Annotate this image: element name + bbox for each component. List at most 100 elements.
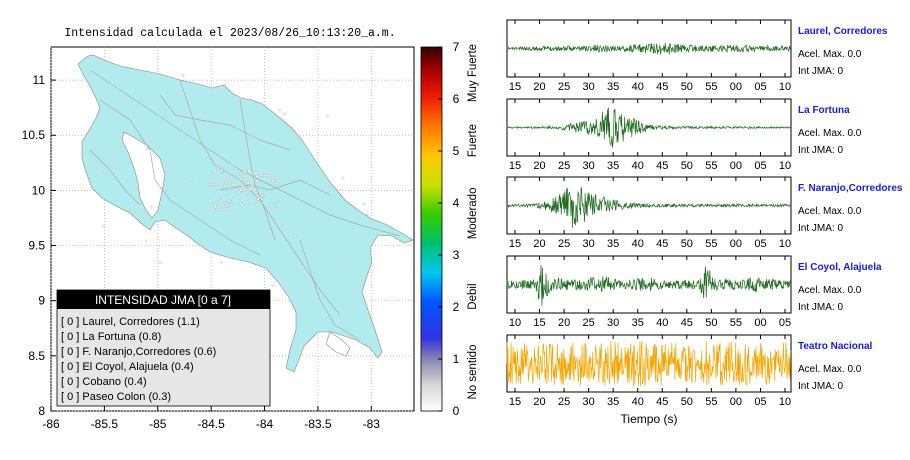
- station-dot: [273, 202, 277, 206]
- station-dot: [214, 205, 218, 209]
- station-dot: [271, 179, 275, 183]
- station-dot: [256, 194, 260, 198]
- station-dot: [226, 177, 230, 181]
- map-x-axis: -86 -85.5 -85 -84.5 -84 -83.5 -83: [42, 406, 380, 431]
- seismogram-tick-label: 50: [681, 396, 693, 408]
- seismogram-tick-label: 35: [632, 317, 644, 329]
- station-accel: Acel. Max. 0.0: [798, 206, 862, 217]
- costa-rica-land: [77, 54, 414, 373]
- station-dot: [214, 169, 218, 173]
- station-dot: [279, 198, 282, 201]
- seismogram-tick-label: 55: [705, 238, 717, 250]
- station-name: Laurel, Corredores: [798, 26, 888, 37]
- seismogram-tick-label: 05: [754, 160, 766, 172]
- station-dot: [101, 224, 105, 228]
- station-jma: Int JMA: 0: [798, 145, 843, 156]
- seismogram-tick-label: 00: [730, 160, 742, 172]
- seismogram-trace: [506, 265, 792, 306]
- station-dot: [227, 199, 231, 203]
- seismogram-tick-label: 10: [509, 317, 521, 329]
- station-dot: [231, 182, 235, 186]
- station-dot: [257, 196, 261, 200]
- station-dot: [249, 187, 253, 191]
- seismogram-tick-label: 35: [607, 396, 619, 408]
- colorbar-tick-label: 7: [453, 40, 460, 54]
- station-dot: [209, 198, 213, 202]
- seismogram-tick-label: 30: [583, 81, 595, 93]
- seismogram-panel: 15 20 25 30 35 40 45 50 55 00 05 10 Teatro Nacional A…: [506, 334, 872, 426]
- colorbar-tick-label: 1: [453, 352, 460, 366]
- station-name: Teatro Nacional: [798, 341, 872, 352]
- station-dot: [145, 147, 149, 151]
- colorbar-tick-label: 5: [453, 144, 460, 158]
- station-dot: [236, 172, 240, 176]
- seismogram-tick-label: 40: [632, 81, 644, 93]
- station-dot: [223, 184, 227, 188]
- station-dot: [217, 200, 221, 204]
- station-dot: [216, 88, 220, 91]
- seismogram-tick-label: 40: [632, 160, 644, 172]
- map-y-tick-label: 11: [33, 73, 46, 87]
- seismogram-tick-label: 50: [705, 317, 717, 329]
- seismogram-tick-label: 30: [583, 160, 595, 172]
- map-y-tick-label: 9: [38, 294, 45, 308]
- station-dot: [145, 239, 148, 243]
- station-dot: [227, 206, 231, 210]
- seismogram-trace: [506, 340, 792, 387]
- seismogram-tick-label: 05: [779, 317, 791, 329]
- legend-header: [57, 290, 270, 309]
- seismogram-tick-label: 25: [558, 160, 570, 172]
- seismogram-tick-label: 35: [607, 238, 619, 250]
- map-x-tick-label: -86: [42, 417, 60, 431]
- legend-item: [ 0 ] El Coyol, Alajuela (0.4): [61, 361, 194, 373]
- station-dot: [303, 272, 307, 275]
- seismogram-tick-label: 25: [558, 396, 570, 408]
- station-dot: [255, 174, 259, 178]
- station-dot: [341, 176, 345, 180]
- station-dot: [260, 194, 264, 198]
- seismogram-panel: 10 15 20 25 30 35 40 45 50 55 00 05 El Coyol, Alajue…: [506, 255, 882, 329]
- map-x-tick-label: -83: [363, 417, 381, 431]
- seismogram-tick-label: 25: [583, 317, 595, 329]
- station-dot: [271, 284, 275, 287]
- station-dot: [149, 205, 153, 209]
- seismogram-frame: [506, 334, 792, 393]
- seismogram-trace: [506, 187, 792, 228]
- station-dot: [241, 178, 245, 181]
- seismogram-tick-label: 10: [779, 160, 791, 172]
- colorbar-tick-label: 4: [453, 196, 460, 210]
- seismogram-tick-label: 30: [607, 317, 619, 329]
- station-dot: [276, 170, 279, 174]
- station-dot: [220, 260, 223, 264]
- colorbar-ticks: 0 1 2 3 4 5 6 7: [438, 40, 460, 418]
- station-dot: [247, 169, 251, 173]
- map-y-tick-label: 8.5: [28, 349, 45, 363]
- seismogram-tick-label: 15: [509, 81, 521, 93]
- seismogram-panel: 15 20 25 30 35 40 45 50 55 00 05 10 Laurel, Corredor…: [506, 19, 888, 93]
- colorbar-tick-label: 6: [453, 92, 460, 106]
- station-dot: [246, 201, 250, 205]
- map-x-tick-label: -84: [256, 417, 274, 431]
- station-dot: [314, 306, 317, 310]
- seismogram-tick-label: 10: [779, 396, 791, 408]
- map-y-tick-label: 10.5: [22, 128, 46, 142]
- seismogram-tick-label: 30: [583, 396, 595, 408]
- road-network: [89, 69, 401, 341]
- colorbar-label: Fuerte: [467, 124, 479, 157]
- station-dot: [234, 184, 237, 187]
- station-dot: [268, 207, 272, 211]
- station-dot: [275, 181, 279, 185]
- map-y-tick-label: 8: [38, 404, 45, 418]
- legend-item: [ 0 ] La Fortuna (0.8): [61, 331, 161, 343]
- colorbar-tick-label: 2: [453, 300, 460, 314]
- station-dot: [261, 171, 265, 175]
- nicoya-gulf: [121, 131, 166, 219]
- station-dot: [108, 164, 111, 168]
- station-dot: [228, 188, 232, 192]
- station-dot: [233, 251, 236, 255]
- station-dot: [260, 173, 264, 177]
- map-x-tick-label: -85.5: [91, 417, 119, 431]
- station-dot: [254, 203, 258, 207]
- station-jma: Int JMA: 0: [798, 223, 843, 234]
